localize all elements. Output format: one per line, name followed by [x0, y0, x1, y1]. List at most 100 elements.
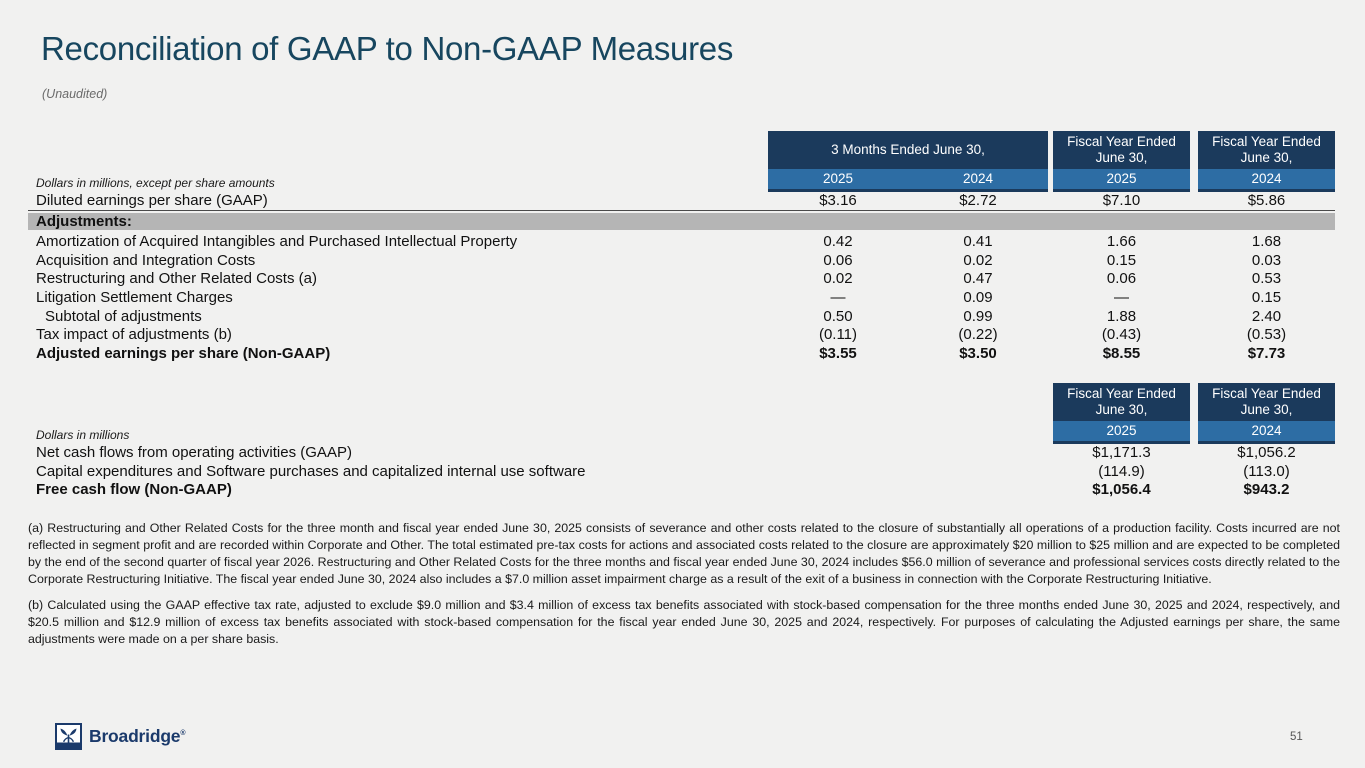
eps-header-years-fy2025: 2025: [1053, 169, 1190, 189]
cash-year-fy-2025: 2025: [1106, 423, 1137, 438]
table-row: Litigation Settlement Charges — 0.09 — 0…: [28, 288, 1335, 307]
cell-value: 0.09: [963, 289, 993, 307]
cell-value: 0.15: [1106, 251, 1137, 269]
eps-table-rows: Diluted earnings per share (GAAP) $3.16 …: [28, 191, 1335, 363]
table-row: Adjusted earnings per share (Non-GAAP) $…: [28, 344, 1335, 363]
cell-value: 1.68: [1251, 233, 1282, 251]
eps-units-note: Dollars in millions, except per share am…: [36, 176, 275, 190]
cash-header-group-fy2025: Fiscal Year Ended June 30, 2025: [1053, 383, 1190, 444]
cash-header-years-fy2024: 2024: [1198, 421, 1335, 441]
row-label: Subtotal of adjustments: [45, 307, 202, 325]
table-row: Net cash flows from operating activities…: [28, 443, 1335, 462]
cell-value: 2.40: [1251, 307, 1282, 325]
registered-trademark-mark: ®: [180, 730, 186, 738]
cell-value: $1,171.3: [1092, 443, 1151, 461]
table-row: Capital expenditures and Software purcha…: [28, 462, 1335, 481]
cell-value: 0.06: [1106, 270, 1137, 288]
cash-header-group-fy2025-label: Fiscal Year Ended June 30,: [1053, 383, 1190, 421]
cell-value: $3.50: [959, 345, 997, 363]
eps-year-3mo-2025: 2025: [822, 171, 854, 186]
eps-header-years-fy2024: 2024: [1198, 169, 1335, 189]
eps-header-group-fy2025-label: Fiscal Year Ended June 30,: [1053, 131, 1190, 169]
row-label: Restructuring and Other Related Costs (a…: [36, 270, 317, 288]
cash-flow-table: Fiscal Year Ended June 30, 2025 Fiscal Y…: [28, 383, 1335, 503]
header-underline: [1053, 441, 1190, 444]
eps-year-fy-2024: 2024: [1251, 171, 1282, 186]
table-row: Free cash flow (Non-GAAP) $1,056.4 $943.…: [28, 480, 1335, 499]
cell-value: 0.15: [1251, 289, 1282, 307]
table-row: Acquisition and Integration Costs 0.06 0…: [28, 251, 1335, 270]
cell-value: 1.66: [1106, 233, 1137, 251]
cell-value: 0.06: [823, 251, 853, 269]
row-label: Adjustments:: [36, 213, 132, 231]
broadridge-logo-icon: [55, 723, 82, 750]
cell-value: —: [830, 289, 846, 307]
cell-value: $2.72: [959, 191, 997, 209]
page-number: 51: [1290, 731, 1303, 743]
eps-table: 3 Months Ended June 30, 2025 2024 Fiscal…: [28, 131, 1335, 363]
eps-year-3mo-2024: 2024: [962, 171, 994, 186]
table-row: Tax impact of adjustments (b) (0.11) (0.…: [28, 326, 1335, 345]
cell-value: (0.22): [958, 326, 998, 344]
header-underline: [1053, 189, 1190, 192]
row-label: Adjusted earnings per share (Non-GAAP): [36, 345, 331, 363]
row-label: Acquisition and Integration Costs: [36, 251, 256, 269]
row-label: Litigation Settlement Charges: [36, 289, 233, 307]
eps-header-group-fy2024-label: Fiscal Year Ended June 30,: [1198, 131, 1335, 169]
cell-value: $5.86: [1247, 191, 1286, 209]
cash-header-group-fy2024: Fiscal Year Ended June 30, 2024: [1198, 383, 1335, 444]
cell-value: $943.2: [1243, 481, 1290, 499]
header-underline: [768, 189, 1048, 192]
cash-header-group-fy2024-label: Fiscal Year Ended June 30,: [1198, 383, 1335, 421]
cell-value: 0.53: [1251, 270, 1282, 288]
footnote-a: (a) Restructuring and Other Related Cost…: [28, 521, 1340, 586]
cash-table-rows: Net cash flows from operating activities…: [28, 443, 1335, 499]
page-subtitle: (Unaudited): [42, 87, 108, 101]
row-label: Tax impact of adjustments (b): [36, 326, 232, 344]
eps-header-years-3months: 2025 2024: [768, 169, 1048, 189]
cell-value: (113.0): [1243, 462, 1290, 480]
row-label: Net cash flows from operating activities…: [36, 443, 352, 461]
cell-value: (0.11): [818, 326, 858, 344]
table-row: Subtotal of adjustments 0.50 0.99 1.88 2…: [28, 307, 1335, 326]
cell-value: $3.55: [819, 345, 857, 363]
cash-header-years-fy2025: 2025: [1053, 421, 1190, 441]
cell-value: 0.50: [823, 307, 853, 325]
eps-header-group-3months: 3 Months Ended June 30, 2025 2024: [768, 131, 1048, 192]
footnotes: (a) Restructuring and Other Related Cost…: [28, 520, 1340, 657]
cell-value: 0.42: [823, 233, 853, 251]
table-row: Amortization of Acquired Intangibles and…: [28, 232, 1335, 251]
broadridge-wordmark: Broadridge®: [89, 726, 186, 746]
cell-value: 0.02: [823, 270, 853, 288]
row-label: Diluted earnings per share (GAAP): [36, 191, 268, 209]
row-label: Free cash flow (Non-GAAP): [36, 481, 232, 499]
header-underline: [1198, 441, 1335, 444]
cash-year-fy-2024: 2024: [1251, 423, 1282, 438]
row-label: Amortization of Acquired Intangibles and…: [36, 233, 518, 251]
cell-value: $7.10: [1102, 191, 1141, 209]
cell-value: (0.53): [1246, 326, 1287, 344]
table-row: Restructuring and Other Related Costs (a…: [28, 270, 1335, 289]
cell-value: $1,056.4: [1092, 481, 1151, 499]
cell-value: 0.99: [963, 307, 993, 325]
cash-units-note: Dollars in millions: [36, 428, 130, 442]
cell-value: 0.02: [963, 251, 993, 269]
table-row: Diluted earnings per share (GAAP) $3.16 …: [28, 191, 1335, 211]
eps-year-fy-2025: 2025: [1106, 171, 1137, 186]
adjustments-band-row: Adjustments:: [28, 213, 1335, 231]
eps-header-group-3months-label: 3 Months Ended June 30,: [768, 131, 1048, 169]
cell-value: —: [1114, 289, 1129, 307]
cell-value: 0.41: [963, 233, 993, 251]
header-underline: [1198, 189, 1335, 192]
broadridge-logo: Broadridge®: [55, 723, 186, 750]
cell-value: $8.55: [1102, 345, 1141, 363]
row-label: Capital expenditures and Software purcha…: [36, 462, 586, 480]
cell-value: 0.03: [1251, 251, 1282, 269]
footnote-b: (b) Calculated using the GAAP effective …: [28, 598, 1340, 646]
cell-value: 0.47: [963, 270, 993, 288]
cell-value: (114.9): [1098, 462, 1145, 480]
cell-value: $1,056.2: [1237, 443, 1296, 461]
page-title: Reconciliation of GAAP to Non-GAAP Measu…: [41, 30, 734, 67]
cell-value: (0.43): [1101, 326, 1142, 344]
